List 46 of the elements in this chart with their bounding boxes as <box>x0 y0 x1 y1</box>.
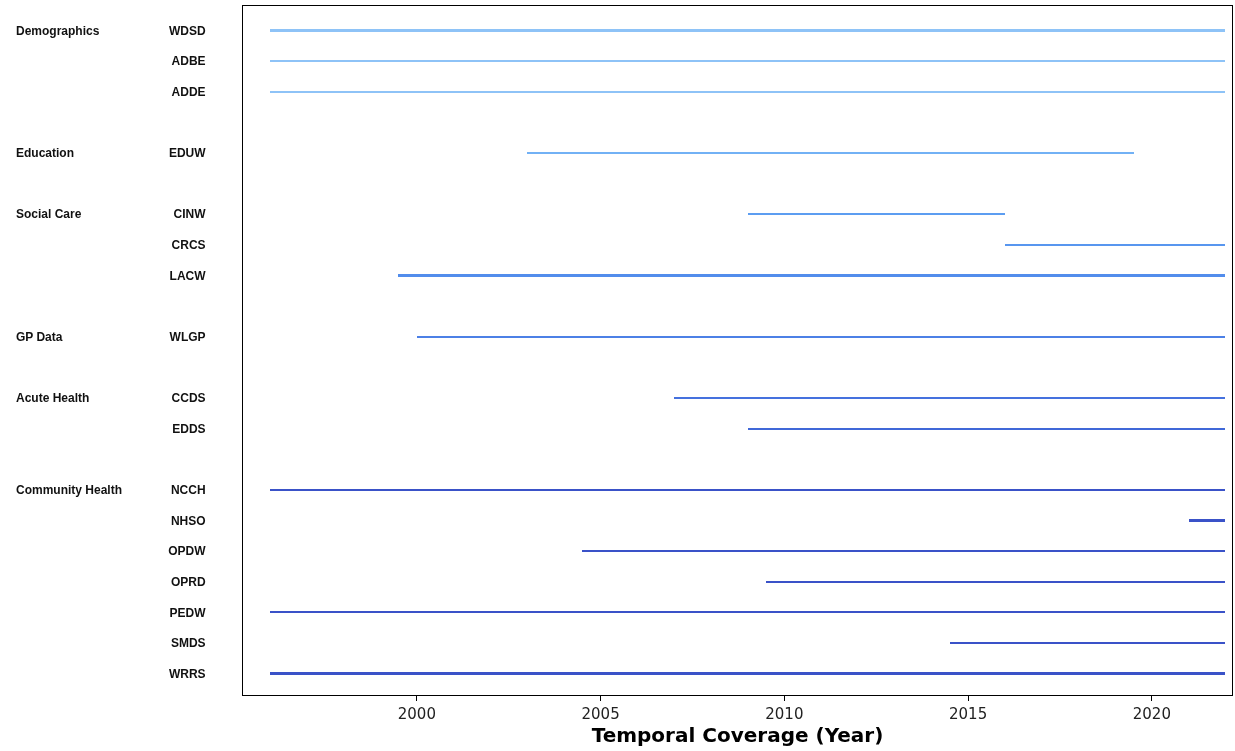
y-tick-label: NHSO <box>170 513 206 528</box>
bar <box>270 611 1225 613</box>
x-axis-title: Temporal Coverage (Year) <box>591 723 884 747</box>
bar <box>950 642 1225 644</box>
text: Demographics <box>16 24 100 38</box>
bar <box>527 152 1134 154</box>
y-tick-label: NCCH <box>170 483 206 498</box>
y-tick-label: OPDW <box>168 544 207 559</box>
bar <box>766 581 1225 583</box>
bar <box>748 213 1005 215</box>
bar <box>1189 519 1225 522</box>
y-tick-label: CRCS <box>171 238 206 253</box>
x-tick-label: 2015 <box>949 705 988 723</box>
text: Community Health <box>16 483 123 497</box>
text: Acute Health <box>16 391 90 405</box>
y-tick-label: WRRS <box>168 666 206 681</box>
y-tick-label: EDUW <box>168 146 207 161</box>
y-tick-label: WDSD <box>168 23 206 38</box>
bar <box>398 274 1225 277</box>
bar <box>270 60 1225 62</box>
bar <box>674 397 1225 399</box>
y-tick-label: ADDE <box>171 84 206 99</box>
y-tick-label: SMDS <box>170 636 206 651</box>
y-tick-label: ADBE <box>171 54 206 69</box>
bar <box>1005 244 1225 246</box>
x-tick-label: 2010 <box>765 705 804 723</box>
text: Education <box>16 146 75 160</box>
bar <box>270 672 1225 675</box>
y-tick-label: WLGP <box>169 329 206 344</box>
text: Social Care <box>16 207 82 221</box>
bar <box>270 91 1225 93</box>
y-tick-label: EDDS <box>172 421 206 436</box>
bar <box>582 550 1225 552</box>
y-tick-label: CINW <box>173 207 207 222</box>
x-tick-label: 2000 <box>397 705 436 723</box>
text: GP Data <box>16 330 63 344</box>
bar <box>417 336 1225 338</box>
y-tick-label: OPRD <box>170 574 206 589</box>
y-tick-label: PEDW <box>169 605 207 620</box>
x-tick-label: 2020 <box>1132 705 1171 723</box>
bar <box>270 29 1225 32</box>
y-tick-label: LACW <box>169 268 207 283</box>
x-tick-label: 2005 <box>581 705 620 723</box>
bar <box>748 428 1225 430</box>
y-tick-label: CCDS <box>171 391 206 406</box>
bar <box>270 489 1225 491</box>
